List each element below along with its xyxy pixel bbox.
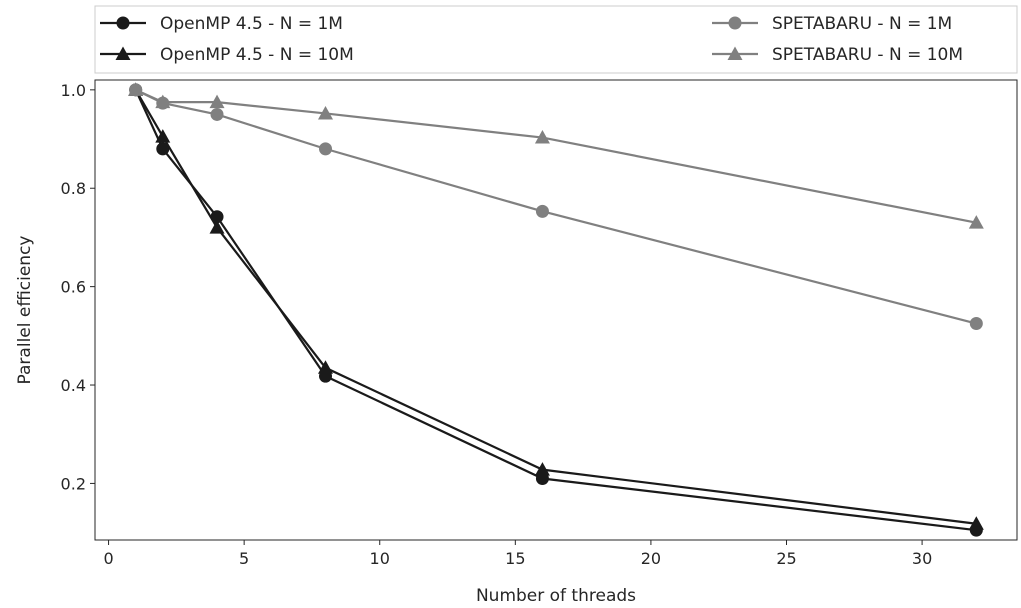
- legend-item-spetabaru-n-10m: SPETABARU - N = 10M: [712, 45, 963, 65]
- series-layer: [128, 82, 984, 537]
- x-tick-label: 5: [239, 549, 249, 568]
- legend-item-openmp-4-5-n-1m: OpenMP 4.5 - N = 1M: [100, 14, 343, 34]
- legend-marker: [115, 46, 131, 60]
- data-point-spetabaru-n-1m: [210, 107, 224, 121]
- legend-label: SPETABARU - N = 10M: [772, 45, 963, 65]
- legend-marker: [727, 46, 743, 60]
- data-point-openmp-4-5-n-10m: [209, 220, 225, 234]
- data-point-spetabaru-n-10m: [534, 130, 550, 144]
- data-point-spetabaru-n-1m: [319, 142, 332, 156]
- data-point-spetabaru-n-1m: [535, 204, 549, 218]
- legend: OpenMP 4.5 - N = 1M OpenMP 4.5 - N = 10M S…: [94, 5, 1018, 74]
- legend-marker: [728, 16, 742, 30]
- plot-area: [94, 79, 1018, 541]
- series-line-openmp-4-5-n-10m: [134, 89, 977, 525]
- x-tick-label: 20: [641, 549, 661, 568]
- y-axis-title: Parallel efficiency: [15, 236, 35, 385]
- x-axis-ticks: 0 5 10 15 20 25 30: [103, 540, 932, 568]
- y-axis-ticks: 0.2 0.4 0.6 0.8 1.0: [61, 81, 95, 493]
- data-point-openmp-4-5-n-10m: [155, 129, 171, 143]
- legend-label: SPETABARU - N = 1M: [772, 14, 952, 34]
- y-tick-label: 0.4: [61, 376, 86, 395]
- data-point-spetabaru-n-10m: [968, 215, 984, 229]
- data-point-openmp-4-5-n-10m: [534, 462, 550, 476]
- data-point-openmp-4-5-n-10m: [968, 516, 984, 530]
- legend-frame: [94, 5, 1018, 74]
- legend-label: OpenMP 4.5 - N = 1M: [160, 14, 343, 34]
- legend-item-spetabaru-n-1m: SPETABARU - N = 1M: [712, 14, 952, 34]
- data-point-openmp-4-5-n-1m: [156, 142, 170, 156]
- x-tick-label: 15: [505, 549, 525, 568]
- data-point-spetabaru-n-1m: [969, 317, 983, 331]
- data-point-openmp-4-5-n-10m: [318, 360, 333, 374]
- data-point-spetabaru-n-10m: [128, 82, 144, 96]
- data-point-spetabaru-n-10m: [155, 94, 171, 109]
- x-axis-title: Number of threads: [476, 586, 636, 606]
- legend-marker: [116, 16, 130, 30]
- plot-frame: [94, 79, 1018, 541]
- y-tick-label: 0.8: [61, 179, 86, 198]
- x-tick-label: 10: [370, 549, 390, 568]
- x-tick-label: 25: [776, 549, 796, 568]
- legend-item-openmp-4-5-n-10m: OpenMP 4.5 - N = 10M: [100, 45, 354, 65]
- legend-label: OpenMP 4.5 - N = 10M: [160, 45, 354, 65]
- x-tick-label: 0: [103, 549, 113, 568]
- series-spetabaru-n-10m: [128, 82, 984, 229]
- y-tick-label: 1.0: [61, 81, 86, 100]
- y-tick-label: 0.6: [61, 278, 86, 297]
- series-line-spetabaru-n-10m: [135, 88, 977, 224]
- data-point-spetabaru-n-10m: [318, 105, 333, 120]
- y-tick-label: 0.2: [61, 474, 86, 493]
- data-point-spetabaru-n-10m: [209, 94, 225, 109]
- x-tick-label: 30: [912, 549, 932, 568]
